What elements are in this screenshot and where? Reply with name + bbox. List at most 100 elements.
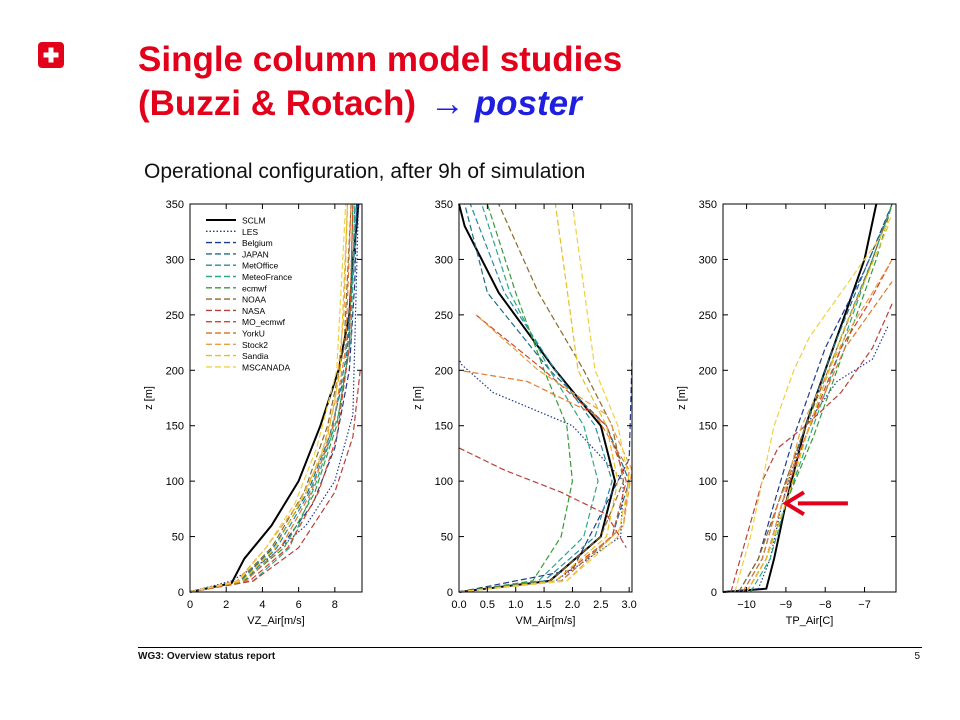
x-tick-label: −7 xyxy=(858,599,871,611)
page-number: 5 xyxy=(914,651,920,662)
y-tick-label: 200 xyxy=(166,365,184,377)
series-line-belgium xyxy=(458,359,633,593)
x-tick-label: −8 xyxy=(819,599,832,611)
x-axis-label: VZ_Air[m/s] xyxy=(247,615,304,627)
legend-entry: ecmwf xyxy=(242,283,267,293)
series-line-yorku xyxy=(458,369,630,593)
series-line-mo-ecmwf xyxy=(458,314,627,593)
y-tick-label: 150 xyxy=(166,421,184,433)
x-tick-label: 4 xyxy=(259,599,265,611)
chart-panel-2: 0 50 100 150 200 250 300 350 0.0 0.5 1.0 1.5 2.0 2.5 3… xyxy=(412,199,637,627)
x-tick-label: −9 xyxy=(780,599,793,611)
series-line-stock2 xyxy=(746,259,893,593)
title-arrow-icon: → xyxy=(430,84,466,123)
chart-panel-1: 0 50 100 150 200 250 300 350 0 2 4 6 8 VZ_Air[m/s] z [… xyxy=(143,199,363,627)
y-tick-label: 50 xyxy=(705,532,717,544)
y-tick-label: 0 xyxy=(447,587,453,599)
y-tick-label: 0 xyxy=(178,587,184,599)
plot-frame xyxy=(458,203,633,593)
y-tick-label: 300 xyxy=(435,254,453,266)
series-line-noaa xyxy=(458,203,625,593)
series-line-nasa xyxy=(189,370,361,593)
profile-plots: 0 50 100 150 200 250 300 350 0 2 4 6 8 VZ_Air[m/s] z [… xyxy=(0,190,960,630)
legend-entry: MSCANADA xyxy=(242,362,291,372)
y-tick-label: 350 xyxy=(166,199,184,211)
y-tick-label: 100 xyxy=(435,476,453,488)
series-line-noaa xyxy=(738,214,889,593)
series-line-les xyxy=(722,325,889,593)
y-tick-label: 350 xyxy=(699,199,717,211)
x-tick-label: 8 xyxy=(332,599,338,611)
footer-divider xyxy=(138,647,922,648)
series-line-nasa xyxy=(730,303,893,593)
series-line-mscanada xyxy=(189,203,347,593)
legend-entry: Stock2 xyxy=(242,340,268,350)
y-tick-label: 100 xyxy=(166,476,184,488)
series-line-sclm xyxy=(458,203,617,593)
title-line-1: Single column model studies xyxy=(138,40,623,79)
y-tick-label: 0 xyxy=(711,587,717,599)
series-line-metoffice xyxy=(189,203,356,593)
legend-entry: NOAA xyxy=(242,295,266,305)
y-tick-label: 300 xyxy=(166,254,184,266)
slide-subtitle: Operational configuration, after 9h of s… xyxy=(144,160,586,183)
x-tick-label: 1.5 xyxy=(536,599,551,611)
series-line-sandia xyxy=(189,203,349,593)
y-axis-label: z [m] xyxy=(676,386,688,410)
x-tick-label: 0.0 xyxy=(451,599,466,611)
series-line-meteofrance xyxy=(458,203,599,593)
y-axis-label: z [m] xyxy=(143,386,155,410)
series-line-les xyxy=(458,358,625,593)
y-tick-label: 300 xyxy=(699,254,717,266)
legend-entry: Sandia xyxy=(242,351,269,361)
x-tick-label: 1.0 xyxy=(508,599,523,611)
y-tick-label: 200 xyxy=(435,365,453,377)
x-tick-label: −10 xyxy=(737,599,756,611)
legend-entry: NASA xyxy=(242,306,265,316)
x-axis-label: VM_Air[m/s] xyxy=(516,615,576,627)
legend-entry: LES xyxy=(242,227,258,237)
series-line-sclm xyxy=(722,203,878,593)
title-poster: poster xyxy=(474,84,582,123)
title-line-2: (Buzzi & Rotach) → poster xyxy=(138,82,622,126)
series-line-metoffice xyxy=(458,203,613,593)
legend-entry: Belgium xyxy=(242,238,273,248)
y-axis-label: z [m] xyxy=(412,386,424,410)
y-tick-label: 200 xyxy=(699,365,717,377)
x-tick-label: 6 xyxy=(296,599,302,611)
x-tick-label: 2.5 xyxy=(593,599,608,611)
y-tick-label: 250 xyxy=(699,310,717,322)
series-line-les xyxy=(189,203,359,593)
series-line-sandia xyxy=(746,225,889,593)
annotation-arrow-icon xyxy=(782,490,848,517)
y-tick-label: 100 xyxy=(699,476,717,488)
annotation-arrow-head xyxy=(782,490,805,517)
x-axis-label: TP_Air[C] xyxy=(786,615,834,627)
series-line-japan xyxy=(458,203,630,593)
series-line-stock2 xyxy=(189,203,349,593)
y-tick-label: 150 xyxy=(699,421,717,433)
plot-frame xyxy=(722,203,897,593)
y-tick-label: 50 xyxy=(441,532,453,544)
series-line-mo-ecmwf xyxy=(189,203,354,593)
legend-entry: MeteoFrance xyxy=(242,272,292,282)
title-authors: (Buzzi & Rotach) xyxy=(138,84,417,123)
y-tick-label: 250 xyxy=(435,310,453,322)
series-line-mo-ecmwf xyxy=(746,259,893,593)
y-tick-label: 50 xyxy=(172,532,184,544)
series-line-yorku xyxy=(742,281,893,593)
chart-panel-3: 0 50 100 150 200 250 300 350 −10 −9 −8 −7 TP_Air[C] z… xyxy=(676,199,897,627)
series-line-yorku xyxy=(189,203,352,593)
series-line-sandia xyxy=(458,203,619,593)
y-tick-label: 150 xyxy=(435,421,453,433)
x-tick-label: 3.0 xyxy=(622,599,637,611)
footer-text: WG3: Overview status report xyxy=(138,651,276,662)
series-line-mscanada xyxy=(458,203,630,593)
legend-entry: SCLM xyxy=(242,216,266,226)
series-line-japan xyxy=(742,214,889,593)
x-tick-label: 0.5 xyxy=(480,599,495,611)
legend-entry: YorkU xyxy=(242,329,265,339)
x-tick-label: 2 xyxy=(223,599,229,611)
legend-entry: JAPAN xyxy=(242,249,269,259)
